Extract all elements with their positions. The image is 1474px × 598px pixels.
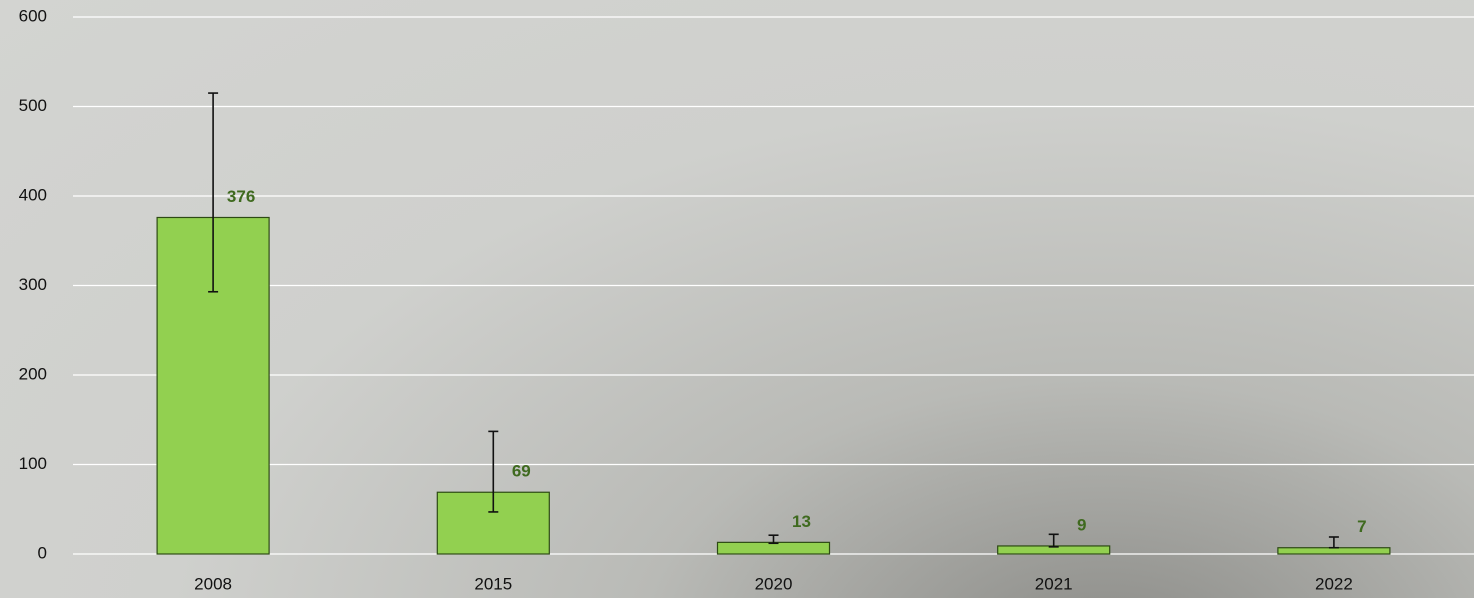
y-tick-label: 300 <box>19 275 47 294</box>
x-tick-label: 2022 <box>1315 574 1353 593</box>
x-tick-label: 2020 <box>755 574 793 593</box>
error-bar <box>1328 536 1339 549</box>
error-bar <box>768 534 779 545</box>
y-tick-label: 0 <box>38 543 47 562</box>
y-tick-label: 400 <box>19 185 47 204</box>
value-label: 13 <box>792 512 811 531</box>
x-tick-label: 2021 <box>1035 574 1073 593</box>
y-tick-label: 500 <box>19 96 47 115</box>
value-label: 7 <box>1357 517 1366 536</box>
bar <box>716 541 831 555</box>
value-label: 69 <box>512 462 531 481</box>
error-bar <box>1048 533 1059 548</box>
error-bar <box>488 430 499 513</box>
y-tick-label: 600 <box>19 6 47 25</box>
value-label: 9 <box>1077 515 1086 534</box>
x-tick-label: 2008 <box>194 574 232 593</box>
y-tick-label: 100 <box>19 454 47 473</box>
value-label: 376 <box>227 187 255 206</box>
x-tick-label: 2015 <box>474 574 512 593</box>
bar <box>1277 547 1391 555</box>
error-bar <box>208 92 219 293</box>
y-tick-label: 200 <box>19 364 47 383</box>
